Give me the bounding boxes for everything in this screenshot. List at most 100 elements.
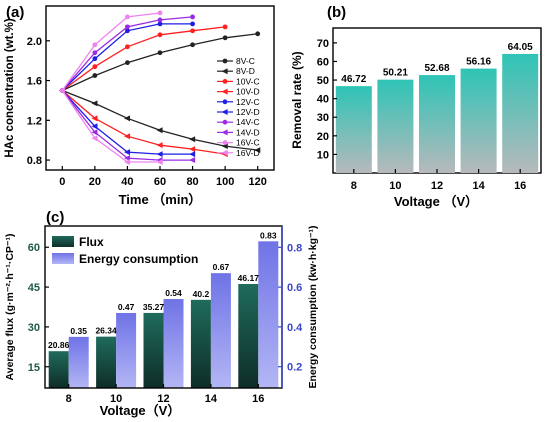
legend-marker-8V-D [221, 68, 228, 75]
data-point-8V-C [222, 35, 228, 41]
panel-a-label: (a) [6, 4, 24, 21]
flux-bar [96, 336, 117, 388]
right-y-tick-label: 0.2 [287, 362, 302, 374]
legend-label-12V-D: 12V-D [236, 107, 260, 117]
series-line-12V-D [61, 90, 193, 155]
data-point-16V-C [92, 42, 98, 48]
data-point-10V-C [190, 28, 195, 34]
x-tick-label: 16 [252, 393, 264, 405]
legend-label-flux: Flux [79, 235, 104, 249]
panel-b-ticks: 8 10 12 14 16 10 20 30 40 50 60 70 [317, 38, 527, 192]
x-tick-label: 40 [121, 176, 133, 188]
x-tick-label: 60 [154, 176, 166, 188]
data-point-14V-C [125, 24, 130, 30]
series-line-10V-C [61, 26, 226, 92]
data-point-16V-D [124, 159, 131, 166]
data-point-10V-C [92, 64, 98, 70]
flux-value-label: 46.17 [238, 273, 260, 283]
legend-marker-14V-C [222, 119, 228, 125]
legend-label-8V-C: 8V-C [236, 56, 255, 66]
legend-marker-8V-C [222, 58, 228, 64]
panel-a-series [58, 10, 261, 166]
y-tick-label: 70 [317, 38, 329, 50]
legend-marker-12V-D [221, 109, 228, 115]
x-tick-label: 12 [157, 393, 169, 405]
data-point-12V-D [124, 149, 131, 156]
x-tick-label: 10 [110, 393, 122, 405]
panel-c-legend: Flux Energy consumption [52, 235, 198, 266]
x-tick-label: 16 [514, 180, 526, 192]
bar [460, 68, 497, 173]
x-tick-label: 12 [431, 180, 443, 192]
y-tick-label: 50 [317, 75, 329, 87]
x-tick-label: 20 [89, 176, 101, 188]
data-point-12V-C [92, 56, 98, 62]
panel-c-bars: 20.860.35 26.34 0.47 35.270.54 40.2 0.67 46.17… [48, 230, 279, 388]
bar-value-label: 46.72 [341, 74, 366, 85]
y-tick-label: 40 [317, 94, 329, 106]
bar [335, 86, 372, 173]
legend-marker-10V-C [222, 79, 228, 84]
panel-a-x-axis-label: Time （min） [119, 192, 202, 207]
legend-label-16V-D: 16V-D [236, 148, 260, 158]
legend-marker-16V-D [221, 149, 228, 156]
energy-value-label: 0.54 [165, 288, 182, 298]
legend-label-14V-D: 14V-D [236, 127, 260, 137]
data-point-12V-D [189, 151, 196, 158]
data-point-12V-D [156, 151, 163, 158]
data-point-8V-C [92, 73, 98, 78]
y-tick-label: 20 [317, 131, 329, 143]
energy-consumption-bar [68, 336, 89, 388]
legend-swatch-energy-consumption [52, 253, 74, 264]
energy-consumption-bar [163, 299, 184, 388]
panel-c-left-y-axis-label: Average flux (g·m⁻²·h⁻¹·CP⁻¹) [4, 234, 16, 381]
series-line-8V-D [62, 89, 258, 151]
data-point-16V-C [125, 14, 130, 20]
data-point-10V-C [222, 24, 228, 30]
legend-label-10V-D: 10V-D [236, 87, 260, 97]
series-line-10V-D [61, 90, 226, 155]
flux-bar [48, 351, 69, 388]
data-point-16V-C [157, 10, 163, 16]
data-point-8V-D [124, 115, 131, 122]
bar-value-label: 50.21 [383, 68, 408, 79]
bar [419, 75, 455, 173]
left-y-tick-label: 15 [28, 362, 40, 374]
series-line-16V-D [61, 90, 160, 163]
legend-label-energy-consumption: Energy consumption [79, 252, 198, 266]
data-point-14V-C [92, 50, 98, 56]
data-point-8V-C [157, 50, 163, 56]
data-point-10V-D [189, 146, 196, 153]
data-point-8V-C [255, 31, 261, 37]
data-point-14V-C [190, 14, 195, 20]
legend-label-12V-C: 12V-C [236, 97, 260, 107]
x-tick-label: 80 [186, 176, 198, 188]
y-tick-label: 30 [317, 112, 329, 124]
panel-b-y-axis-label: Removal rate (%) [290, 51, 304, 148]
energy-value-label: 0.83 [260, 230, 277, 240]
y-tick-label: 0.8 [27, 155, 42, 167]
bar-value-label: 52.68 [424, 63, 449, 74]
data-point-14V-D [91, 129, 98, 136]
data-point-8V-D [156, 127, 163, 134]
data-point-10V-D [156, 142, 163, 149]
left-y-tick-label: 45 [28, 282, 40, 294]
panel-a-line-chart: (a) 0 20 40 60 80 100 120 0.8 1.2 1.6 2.0 8V-C8V-D… [4, 4, 275, 207]
data-point-14V-C [157, 17, 163, 23]
panel-a-ticks: 0 20 40 60 80 100 120 0.8 1.2 1.6 2.0 [27, 36, 267, 188]
energy-consumption-bar [116, 312, 137, 388]
flux-value-label: 40.2 [193, 289, 210, 299]
energy-value-label: 0.47 [118, 302, 135, 312]
data-point-8V-C [125, 60, 130, 66]
data-point-14V-D [189, 157, 196, 164]
data-point-12V-D [91, 123, 98, 130]
legend-marker-12V-C [222, 99, 228, 105]
series-line-16V-C [61, 12, 161, 91]
y-tick-label: 10 [317, 149, 329, 161]
data-point-16V-D [58, 87, 65, 94]
flux-value-label: 35.27 [143, 302, 165, 312]
series-line-14V-D [61, 90, 193, 161]
panel-c-label: (c) [46, 209, 64, 226]
legend-marker-10V-D [221, 88, 228, 95]
panel-c-x-axis-label: Voltage（V） [100, 403, 181, 418]
